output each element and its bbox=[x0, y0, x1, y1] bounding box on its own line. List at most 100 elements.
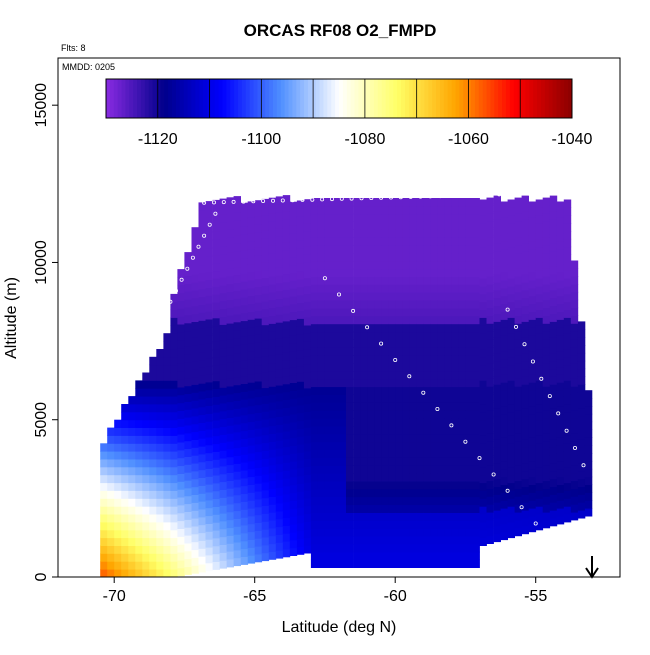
heatmap-cell bbox=[303, 332, 312, 342]
heatmap-cell bbox=[437, 418, 445, 427]
heatmap-cell bbox=[219, 497, 227, 506]
colorbar-segment bbox=[327, 79, 332, 118]
heatmap-cell bbox=[296, 515, 305, 524]
heatmap-cell bbox=[556, 303, 565, 312]
heatmap-cell bbox=[282, 438, 291, 448]
heatmap-cell bbox=[388, 323, 396, 333]
heatmap-cell bbox=[317, 496, 326, 506]
heatmap-cell bbox=[184, 307, 192, 316]
heatmap-cell bbox=[240, 430, 249, 439]
colorbar-frame bbox=[105, 78, 573, 119]
heatmap-cell bbox=[191, 290, 199, 299]
heatmap-cell bbox=[310, 229, 319, 238]
heatmap-cell bbox=[107, 506, 115, 515]
colorbar-segment bbox=[152, 79, 157, 118]
heatmap-cell bbox=[121, 443, 129, 452]
heatmap-cell bbox=[514, 378, 522, 387]
heatmap-cell bbox=[388, 300, 396, 309]
heatmap-cell bbox=[296, 318, 305, 327]
heatmap-cell bbox=[556, 248, 565, 257]
heatmap-cell bbox=[296, 530, 305, 540]
heatmap-cell bbox=[219, 316, 227, 325]
heatmap-cell bbox=[296, 287, 305, 296]
colorbar-segment bbox=[175, 79, 181, 118]
heatmap-cell bbox=[451, 347, 459, 356]
heatmap-cell bbox=[486, 370, 494, 379]
heatmap-cell bbox=[381, 371, 389, 380]
heatmap-cell bbox=[310, 441, 319, 450]
heatmap-cell bbox=[121, 482, 129, 491]
heatmap-cell bbox=[521, 431, 529, 440]
heatmap-cell bbox=[261, 497, 270, 506]
heatmap-cell bbox=[268, 315, 277, 324]
plot-frame bbox=[57, 57, 621, 578]
heatmap-cell bbox=[261, 364, 270, 373]
heatmap-cell bbox=[549, 329, 558, 338]
heatmap-cell bbox=[107, 537, 115, 546]
heatmap-cell bbox=[507, 293, 515, 303]
flight-track-point bbox=[467, 193, 472, 198]
heatmap-cell bbox=[423, 465, 431, 474]
heatmap-cell bbox=[268, 347, 277, 356]
heatmap-cell bbox=[577, 415, 586, 425]
heatmap-cell bbox=[317, 339, 326, 348]
heatmap-cell bbox=[332, 268, 340, 277]
heatmap-cell bbox=[507, 466, 515, 476]
heatmap-cell bbox=[444, 308, 452, 317]
heatmap-cell bbox=[451, 268, 459, 277]
colorbar-segment bbox=[533, 79, 538, 118]
heatmap-cell bbox=[282, 258, 291, 267]
heatmap-cell bbox=[563, 482, 572, 491]
colorbar-segment bbox=[432, 79, 437, 118]
heatmap-cell bbox=[289, 296, 298, 305]
heatmap-cell bbox=[479, 309, 487, 318]
heatmap-cell bbox=[324, 276, 333, 285]
heatmap-cell bbox=[142, 427, 150, 436]
heatmap-cell bbox=[324, 292, 333, 301]
heatmap-cell bbox=[360, 355, 368, 364]
heatmap-cell bbox=[437, 504, 445, 513]
heatmap-cell bbox=[360, 496, 368, 506]
heatmap-cell bbox=[486, 425, 494, 434]
heatmap-cell bbox=[212, 561, 220, 570]
heatmap-cell bbox=[458, 276, 466, 285]
heatmap-cell bbox=[205, 326, 213, 336]
heatmap-cell bbox=[254, 365, 263, 374]
heatmap-cell bbox=[310, 198, 319, 207]
heatmap-cell bbox=[275, 440, 284, 449]
heatmap-cell bbox=[374, 229, 382, 238]
heatmap-cell bbox=[402, 457, 410, 466]
heatmap-cell bbox=[458, 418, 466, 427]
heatmap-cell bbox=[149, 372, 157, 381]
heatmap-cell bbox=[451, 378, 459, 388]
heatmap-cell bbox=[191, 431, 199, 440]
heatmap-cell bbox=[395, 410, 403, 419]
heatmap-cell bbox=[226, 244, 234, 253]
heatmap-cell bbox=[324, 253, 333, 262]
colorbar-tick-label: -1120 bbox=[138, 131, 178, 148]
heatmap-cell bbox=[556, 319, 565, 328]
colorbar-segment bbox=[416, 79, 422, 118]
flight-track-point bbox=[213, 211, 218, 216]
heatmap-cell bbox=[275, 290, 284, 300]
heatmap-cell bbox=[472, 355, 480, 364]
flight-track-point bbox=[207, 222, 212, 227]
heatmap-cell bbox=[282, 321, 291, 330]
heatmap-cell bbox=[570, 362, 579, 371]
heatmap-cell bbox=[423, 559, 431, 568]
heatmap-cell bbox=[500, 272, 508, 281]
heatmap-cell bbox=[437, 276, 445, 285]
heatmap-cell bbox=[388, 433, 396, 443]
heatmap-cell bbox=[437, 229, 445, 238]
heatmap-cell bbox=[233, 211, 241, 221]
heatmap-cell bbox=[240, 328, 249, 337]
heatmap-cell bbox=[430, 355, 438, 364]
heatmap-cell bbox=[388, 198, 396, 207]
heatmap-cell bbox=[584, 398, 593, 407]
heatmap-cell bbox=[332, 457, 340, 466]
heatmap-cell bbox=[514, 197, 522, 206]
heatmap-cell bbox=[577, 368, 586, 377]
heatmap-cell bbox=[205, 303, 213, 312]
heatmap-cell bbox=[437, 245, 445, 254]
heatmap-cell bbox=[212, 278, 220, 287]
